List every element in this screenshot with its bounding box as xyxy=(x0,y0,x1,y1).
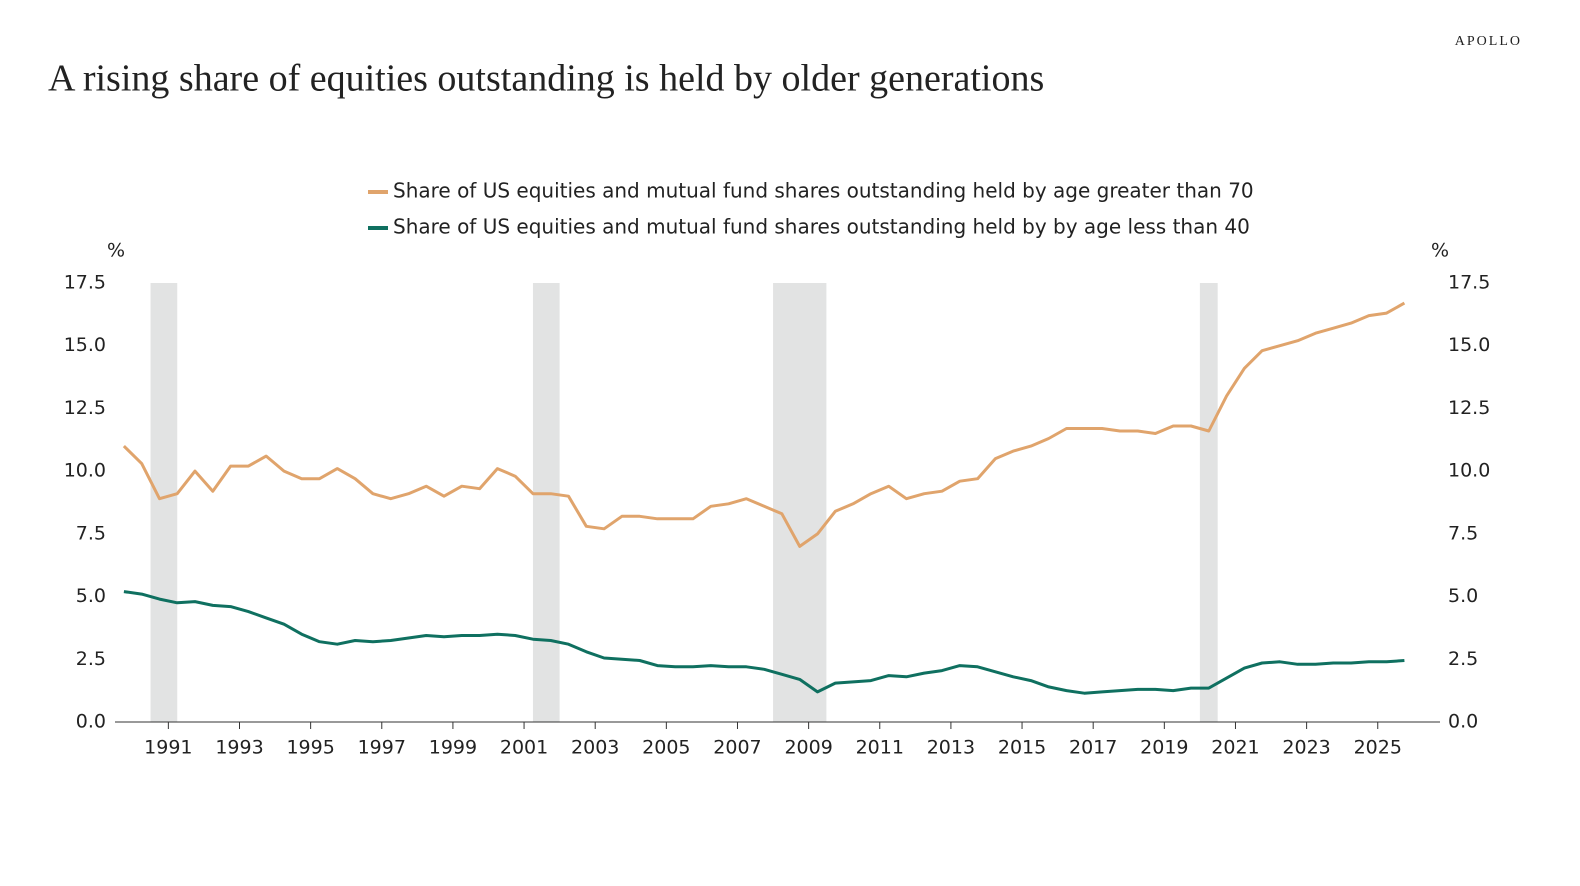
x-tick-label: 1999 xyxy=(429,737,477,759)
series-line xyxy=(123,590,1405,695)
y2-tick-label: 2.5 xyxy=(1448,648,1478,670)
x-tick-label: 2005 xyxy=(642,737,690,759)
x-tick-label: 1991 xyxy=(144,737,192,759)
chart-title: A rising share of equities outstanding i… xyxy=(48,58,1044,100)
y2-tick-label: 5.0 xyxy=(1448,585,1478,607)
recession-band xyxy=(150,283,178,722)
x-tick-label: 2007 xyxy=(713,737,761,759)
x-tick-label: 2017 xyxy=(1069,737,1117,759)
x-tick-label: 1993 xyxy=(215,737,263,759)
x-tick-label: 2001 xyxy=(500,737,548,759)
y-tick-label: 17.5 xyxy=(64,272,106,294)
x-tick-label: 2025 xyxy=(1354,737,1402,759)
recession-band xyxy=(773,283,827,722)
legend-label: Share of US equities and mutual fund sha… xyxy=(393,179,1254,203)
y-unit: % xyxy=(107,240,125,262)
y2-tick-label: 10.0 xyxy=(1448,460,1490,482)
x-tick-label: 2011 xyxy=(856,737,904,759)
y-tick-label: 2.5 xyxy=(76,648,106,670)
y-tick-label: 0.0 xyxy=(76,711,106,733)
x-tick-label: 1995 xyxy=(286,737,334,759)
x-tick-label: 2023 xyxy=(1282,737,1330,759)
y-tick-label: 15.0 xyxy=(64,334,106,356)
series-line xyxy=(122,301,1406,548)
y-tick-label: 5.0 xyxy=(76,585,106,607)
x-tick-label: 2019 xyxy=(1140,737,1188,759)
x-tick-label: 2013 xyxy=(927,737,975,759)
legend-label: Share of US equities and mutual fund sha… xyxy=(393,215,1250,239)
y2-tick-label: 7.5 xyxy=(1448,522,1478,544)
y2-tick-label: 0.0 xyxy=(1448,711,1478,733)
x-tick-label: 1997 xyxy=(358,737,406,759)
x-tick-label: 2015 xyxy=(998,737,1046,759)
y-tick-label: 7.5 xyxy=(76,522,106,544)
y2-unit: % xyxy=(1431,240,1449,262)
y2-tick-label: 17.5 xyxy=(1448,272,1490,294)
y-tick-label: 10.0 xyxy=(64,460,106,482)
y-tick-label: 12.5 xyxy=(64,397,106,419)
recession-band xyxy=(1199,283,1218,722)
x-tick-label: 2021 xyxy=(1211,737,1259,759)
x-tick-label: 2009 xyxy=(784,737,832,759)
recession-band xyxy=(532,283,560,722)
x-tick-label: 2003 xyxy=(571,737,619,759)
y2-tick-label: 12.5 xyxy=(1448,397,1490,419)
y2-tick-label: 15.0 xyxy=(1448,334,1490,356)
brand: APOLLO xyxy=(1455,34,1522,49)
